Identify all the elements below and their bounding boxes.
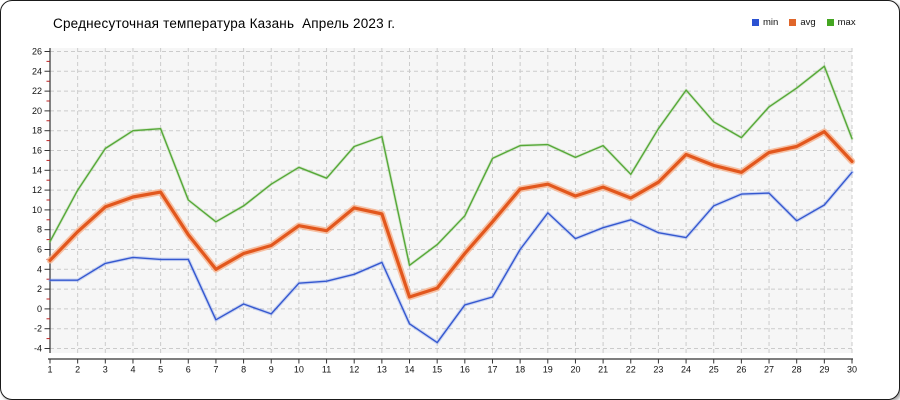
y-tick-label: 2 xyxy=(37,284,42,294)
max-swatch-icon xyxy=(826,19,834,26)
y-tick-label: 6 xyxy=(37,245,42,255)
x-tick-label: 30 xyxy=(847,365,857,375)
series-min xyxy=(48,170,854,345)
y-tick-label: 24 xyxy=(32,66,42,76)
legend-item-min: min xyxy=(752,17,778,28)
y-tick-label: 26 xyxy=(32,47,42,57)
y-tick-label: 4 xyxy=(37,264,42,274)
plot-area xyxy=(50,48,852,353)
x-tick-label: 6 xyxy=(186,365,191,375)
y-tick-label: 18 xyxy=(32,126,42,136)
x-tick-label: 7 xyxy=(213,365,218,375)
avg-swatch-icon xyxy=(789,19,797,26)
x-tick-label: 18 xyxy=(515,365,525,375)
legend-item-avg: avg xyxy=(789,17,816,28)
x-tick-label: 9 xyxy=(269,365,274,375)
x-tick-label: 2 xyxy=(75,365,80,375)
x-tick-label: 8 xyxy=(241,365,246,375)
x-tick-label: 3 xyxy=(103,365,108,375)
x-tick-label: 15 xyxy=(432,365,442,375)
x-tick-label: 12 xyxy=(349,365,359,375)
series-max xyxy=(48,64,854,267)
x-tick-label: 11 xyxy=(322,365,331,375)
series-avg xyxy=(46,128,856,301)
legend-label-min: min xyxy=(763,17,779,28)
y-tick-label: 20 xyxy=(32,106,42,116)
x-tick-label: 14 xyxy=(405,365,415,375)
x-tick-label: 23 xyxy=(653,365,663,375)
x-tick-label: 19 xyxy=(543,365,553,375)
y-tick-label: 16 xyxy=(32,146,42,156)
x-tick-label: 10 xyxy=(294,365,304,375)
x-tick-label: 28 xyxy=(792,365,802,375)
x-tick-label: 13 xyxy=(377,365,387,375)
chart-title: Среднесуточная температура Казань Апрель… xyxy=(53,16,396,31)
x-tick-label: 16 xyxy=(460,365,470,375)
x-tick-label: 27 xyxy=(764,365,774,375)
min-swatch-icon xyxy=(752,19,759,26)
legend-item-max: max xyxy=(826,17,856,28)
x-tick-label: 29 xyxy=(819,365,829,375)
x-tick-label: 17 xyxy=(487,365,497,375)
x-tick-label: 5 xyxy=(158,365,163,375)
x-tick-label: 1 xyxy=(47,365,52,375)
legend: min avg max xyxy=(752,17,856,28)
y-tick-label: 12 xyxy=(32,185,42,195)
y-tick-label: 14 xyxy=(32,165,42,175)
y-tick-label: 0 xyxy=(37,304,42,314)
x-tick-label: 4 xyxy=(130,365,135,375)
x-tick-label: 24 xyxy=(681,365,691,375)
y-tick-label: -4 xyxy=(34,344,42,354)
x-axis: 1 2 3 4 5 6 7 8 9 10 11 12 13 14 15 16 17 18 19 20 21 22 23 24 2… xyxy=(47,358,857,375)
x-tick-label: 26 xyxy=(736,365,746,375)
y-tick-label: 8 xyxy=(37,225,42,235)
x-tick-label: 25 xyxy=(709,365,719,375)
y-tick-label: 22 xyxy=(32,86,42,96)
legend-label-avg: avg xyxy=(800,17,816,28)
y-tick-label: -2 xyxy=(34,324,42,334)
legend-label-max: max xyxy=(837,17,856,28)
x-tick-label: 20 xyxy=(570,365,580,375)
y-tick-label: 10 xyxy=(32,205,42,215)
x-tick-label: 21 xyxy=(598,365,608,375)
x-tick-label: 22 xyxy=(626,365,636,375)
